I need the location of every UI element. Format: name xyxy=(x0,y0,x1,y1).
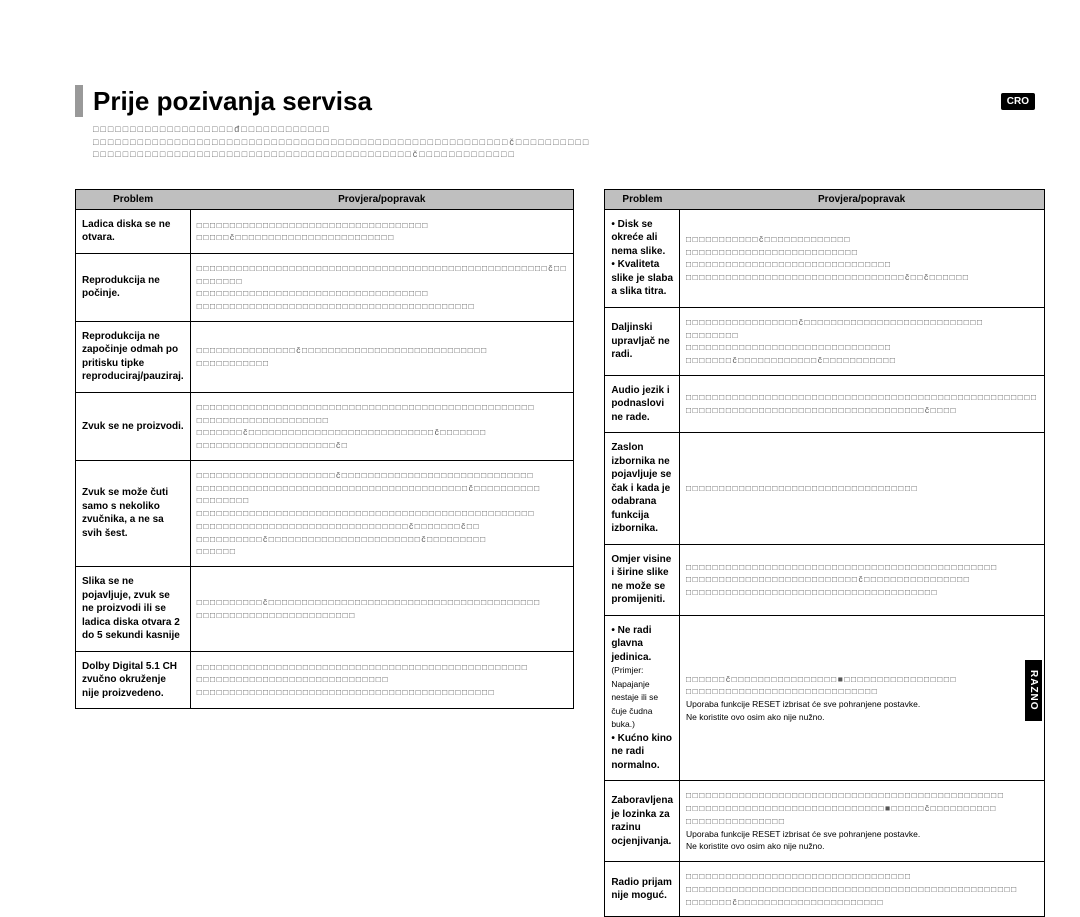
problem-cell: • Disk se okreće ali nema slike.• Kvalit… xyxy=(605,209,680,307)
th-fix: Provjera/popravak xyxy=(680,189,1045,209)
troubleshoot-table-left: Problem Provjera/popravak Ladica diska s… xyxy=(75,189,574,709)
table-row: Slika se ne pojavljuje, zvuk se ne proiz… xyxy=(76,567,574,652)
table-row: • Disk se okreće ali nema slike.• Kvalit… xyxy=(605,209,1044,307)
intro-line: □□□□□□□□□□□□□□□□□□□□□□□□□□□□□□□□□□□□□□□□… xyxy=(93,136,1035,149)
fix-cell: □□□□□□□□□□□□□□□□□□□□□□□□□□□□□□□□□□□□□□□□… xyxy=(190,392,574,460)
th-problem: Problem xyxy=(76,189,191,209)
table-row: Reprodukcija ne započinje odmah po priti… xyxy=(76,321,574,392)
table-row: Omjer visine i širine slike ne može se p… xyxy=(605,544,1044,615)
table-row: Zaboravljena je lozinka za razinu ocjenj… xyxy=(605,781,1044,862)
language-badge: CRO xyxy=(1001,93,1035,110)
problem-cell: Zaboravljena je lozinka za razinu ocjenj… xyxy=(605,781,680,862)
problem-cell: • Ne radi glavna jedinica. (Primjer: Nap… xyxy=(605,615,680,781)
fix-cell: □□□□□□□□□□□□□□□□□□□□□□□□□□□□□□□□□□□□□□□□… xyxy=(190,651,574,709)
title-left: Prije pozivanja servisa xyxy=(75,85,372,117)
table-row: Dolby Digital 5.1 CH zvučno okruženje ni… xyxy=(76,651,574,709)
table-row: Zvuk se može čuti samo s nekoliko zvučni… xyxy=(76,460,574,566)
intro-line: □□□□□□□□□□□□□□□□□□□đ□□□□□□□□□□□□ xyxy=(93,123,1035,136)
fix-cell: □□□□□□□□□□□□□□□□□č□□□□□□□□□□□□□□□□□□□□□□… xyxy=(680,307,1045,375)
problem-cell: Zvuk se može čuti samo s nekoliko zvučni… xyxy=(76,460,191,566)
fix-cell: □□□□□□□□□□č□□□□□□□□□□□□□□□□□□□□□□□□□□□□□… xyxy=(190,567,574,652)
problem-cell: Omjer visine i širine slike ne može se p… xyxy=(605,544,680,615)
table-row: Zaslon izbornika ne pojavljuje se čak i … xyxy=(605,433,1044,545)
table-row: Ladica diska se ne otvara.□□□□□□□□□□□□□□… xyxy=(76,209,574,253)
fix-cell: □□□□□□□□□□□□□□□□□□□□□č□□□□□□□□□□□□□□□□□□… xyxy=(190,460,574,566)
content-columns: Problem Provjera/popravak Ladica diska s… xyxy=(75,189,1035,917)
problem-cell: Dolby Digital 5.1 CH zvučno okruženje ni… xyxy=(76,651,191,709)
th-fix: Provjera/popravak xyxy=(190,189,574,209)
th-problem: Problem xyxy=(605,189,680,209)
intro-line: □□□□□□□□□□□□□□□□□□□□□□□□□□□□□□□□□□□□□□□□… xyxy=(93,148,1035,161)
fix-cell: □□□□□□□□□□□□□□□□□□□□□□□□□□□□□□□□□□□□□□□□… xyxy=(680,862,1045,917)
table-row: Zvuk se ne proizvodi.□□□□□□□□□□□□□□□□□□□… xyxy=(76,392,574,460)
problem-cell: Daljinski upravljač ne radi. xyxy=(605,307,680,375)
fix-cell: □□□□□□□□□□□□□□□□□□□□□□□□□□□□□□□□□□□□□□□□… xyxy=(190,209,574,253)
fix-cell: □□□□□□□□□□□□□□□č□□□□□□□□□□□□□□□□□□□□□□□□… xyxy=(190,321,574,392)
table-row: • Ne radi glavna jedinica. (Primjer: Nap… xyxy=(605,615,1044,781)
problem-cell: Audio jezik i podnaslovi ne rade. xyxy=(605,375,680,433)
table-row: Reprodukcija ne počinje.□□□□□□□□□□□□□□□□… xyxy=(76,253,574,321)
problem-cell: Zvuk se ne proizvodi. xyxy=(76,392,191,460)
right-column: Problem Provjera/popravak • Disk se okre… xyxy=(604,189,1044,917)
fix-cell: □□□□□□□□□□□□□□□□□□□□□□□□□□□□□□□□□□□□□□□□… xyxy=(190,253,574,321)
left-column: Problem Provjera/popravak Ladica diska s… xyxy=(75,189,574,917)
title-bar: Prije pozivanja servisa CRO xyxy=(75,85,1035,117)
table-row: Audio jezik i podnaslovi ne rade.□□□□□□□… xyxy=(605,375,1044,433)
fix-cell: □□□□□□□□□□□□□□□□□□□□□□□□□□□□□□□□□□□ xyxy=(680,433,1045,545)
problem-cell: Reprodukcija ne počinje. xyxy=(76,253,191,321)
table-row: Daljinski upravljač ne radi.□□□□□□□□□□□□… xyxy=(605,307,1044,375)
problem-cell: Radio prijam nije moguć. xyxy=(605,862,680,917)
fix-cell: □□□□□□□□□□□□□□□□□□□□□□□□□□□□□□□□□□□□□□□□… xyxy=(680,544,1045,615)
table-row: Radio prijam nije moguć.□□□□□□□□□□□□□□□□… xyxy=(605,862,1044,917)
side-tab: RAZNO xyxy=(1025,660,1042,721)
fix-cell: □□□□□□č□□□□□□□□□□□□□□□□■□□□□□□□□□□□□□□□□… xyxy=(680,615,1045,781)
problem-cell: Reprodukcija ne započinje odmah po priti… xyxy=(76,321,191,392)
problem-cell: Slika se ne pojavljuje, zvuk se ne proiz… xyxy=(76,567,191,652)
fix-cell: □□□□□□□□□□□□□□□□□□□□□□□□□□□□□□□□□□□□□□□□… xyxy=(680,781,1045,862)
troubleshoot-table-right: Problem Provjera/popravak • Disk se okre… xyxy=(604,189,1044,917)
fix-cell: □□□□□□□□□□□č□□□□□□□□□□□□□□□□□□□□□□□□□□□□… xyxy=(680,209,1045,307)
page-title: Prije pozivanja servisa xyxy=(93,86,372,117)
fix-cell: □□□□□□□□□□□□□□□□□□□□□□□□□□□□□□□□□□□□□□□□… xyxy=(680,375,1045,433)
intro-text: □□□□□□□□□□□□□□□□□□□đ□□□□□□□□□□□□ □□□□□□□… xyxy=(93,123,1035,161)
problem-cell: Zaslon izbornika ne pojavljuje se čak i … xyxy=(605,433,680,545)
problem-cell: Ladica diska se ne otvara. xyxy=(76,209,191,253)
title-accent xyxy=(75,85,83,117)
